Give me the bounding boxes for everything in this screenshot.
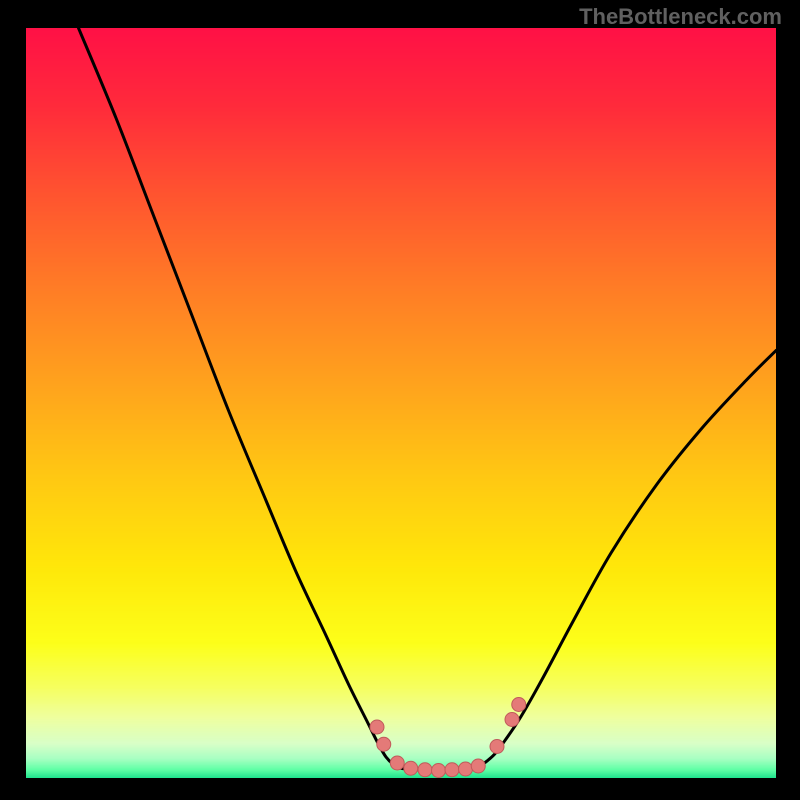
curve-marker [512,698,526,712]
plot-area [26,28,776,778]
curve-marker [418,763,432,777]
curve-marker [390,756,404,770]
curve-marker [377,737,391,751]
curve-marker [505,713,519,727]
bottleneck-curve-chart [26,28,776,778]
curve-marker [471,759,485,773]
curve-marker [459,762,473,776]
curve-marker [490,740,504,754]
curve-marker [445,763,459,777]
watermark-text: TheBottleneck.com [579,4,782,30]
curve-marker [432,764,446,778]
bottleneck-curve [79,28,777,771]
curve-marker [370,720,384,734]
curve-marker [404,761,418,775]
